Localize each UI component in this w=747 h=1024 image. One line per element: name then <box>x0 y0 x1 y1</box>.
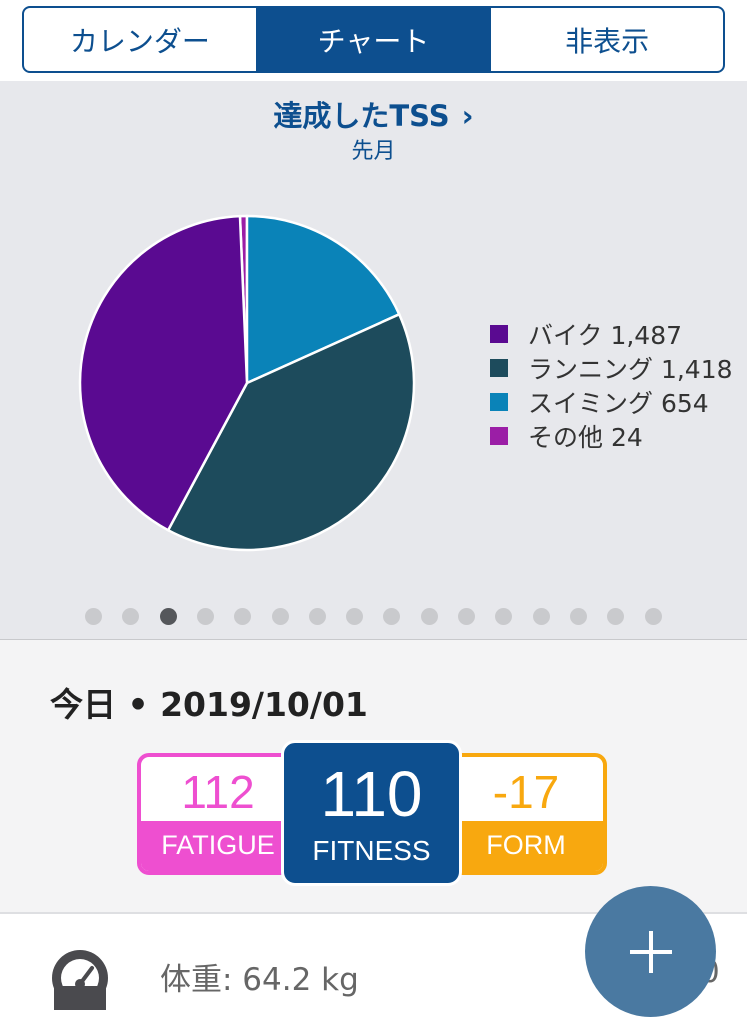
pie-slice-2 <box>245 214 401 385</box>
today-date: 今日 • 2019/10/01 <box>50 685 368 724</box>
chevron-right-icon: › <box>461 99 474 133</box>
chart-subtitle: 先月 <box>351 139 396 164</box>
legend-swatch <box>490 427 508 445</box>
fatigue-label-bar <box>141 821 295 871</box>
page-dot[interactable] <box>159 608 177 625</box>
pie-chart <box>78 214 416 552</box>
page-dot[interactable] <box>308 608 326 625</box>
chart-title: 達成したTSS <box>273 99 450 133</box>
legend-item: その他 24 <box>490 419 733 453</box>
fitness-value: 110 <box>320 758 423 830</box>
form-label-bar <box>449 821 603 871</box>
divider <box>0 912 747 914</box>
legend-label: ランニング 1,418 <box>528 355 733 384</box>
page-dot[interactable] <box>495 608 513 625</box>
chart-panel: 達成したTSS › 先月 バイク 1,487 ランニング 1,418 スイミング 65… <box>0 81 747 639</box>
legend-swatch <box>490 325 508 343</box>
legend-swatch <box>490 359 508 377</box>
page-dot[interactable] <box>569 608 587 625</box>
page-dot[interactable] <box>85 608 102 625</box>
page-dot[interactable] <box>271 608 289 625</box>
pie-slice-0 <box>78 214 249 532</box>
tab-hidden[interactable]: 非表示 <box>489 8 723 71</box>
pie-slice-1 <box>166 312 416 552</box>
plus-icon <box>629 930 672 973</box>
divider <box>0 639 747 640</box>
form-value: -17 <box>492 766 560 818</box>
page-dot[interactable] <box>607 608 625 625</box>
fatigue-value: 112 <box>181 766 255 818</box>
page-dot[interactable] <box>346 608 364 625</box>
fitness-label: FITNESS <box>312 835 431 866</box>
fatigue-card[interactable]: 112 FATIGUE <box>137 753 299 875</box>
tab-calendar[interactable]: カレンダー <box>69 24 210 58</box>
today-section: 今日 • 2019/10/01 112 FATIGUE -17 FORM 110… <box>0 640 747 912</box>
legend-label: バイク 1,487 <box>528 321 683 350</box>
page-dot[interactable] <box>532 608 550 625</box>
legend-label: スイミング 654 <box>528 389 709 418</box>
chart-legend: バイク 1,487 ランニング 1,418 スイミング 654 その他 24 <box>490 317 733 453</box>
legend-item: バイク 1,487 <box>490 317 733 351</box>
legend-item: ランニング 1,418 <box>490 351 733 385</box>
add-button[interactable] <box>585 886 716 1017</box>
page-dot[interactable] <box>196 608 214 625</box>
page-dot[interactable] <box>234 608 252 625</box>
legend-label: その他 24 <box>528 423 643 452</box>
gauge-icon <box>52 950 108 1010</box>
form-label: FORM <box>486 830 566 860</box>
tab-chart[interactable]: チャート <box>255 8 490 71</box>
view-segmented-control: カレンダー チャート 非表示 <box>22 6 725 73</box>
page-dot[interactable] <box>420 608 438 625</box>
legend-item: スイミング 654 <box>490 385 733 419</box>
page-dot[interactable] <box>458 608 475 625</box>
page-indicator <box>0 608 747 626</box>
fatigue-label: FATIGUE <box>161 830 275 860</box>
page-dot[interactable] <box>644 608 662 625</box>
weight-value: 体重: 64.2 kg <box>160 962 359 998</box>
chart-title-link[interactable]: 達成したTSS › <box>0 93 747 135</box>
legend-swatch <box>490 393 508 411</box>
page-dot[interactable] <box>383 608 401 625</box>
fitness-card[interactable]: 110 FITNESS <box>281 740 462 886</box>
form-card[interactable]: -17 FORM <box>445 753 607 875</box>
page-dot[interactable] <box>122 608 140 625</box>
